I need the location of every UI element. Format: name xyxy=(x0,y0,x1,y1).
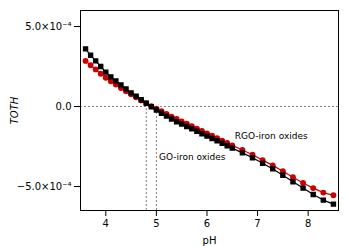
svg-text:8: 8 xyxy=(305,218,311,229)
svg-text:4: 4 xyxy=(103,218,109,229)
svg-text:5.0×10⁻⁴: 5.0×10⁻⁴ xyxy=(25,21,71,32)
svg-text:7: 7 xyxy=(254,218,260,229)
svg-text:GO-iron oxides: GO-iron oxides xyxy=(159,152,226,162)
svg-text:6: 6 xyxy=(204,218,210,229)
svg-text:0.0: 0.0 xyxy=(56,101,72,112)
svg-text:TOTH: TOTH xyxy=(9,96,20,124)
svg-text:−5.0×10⁻⁴: −5.0×10⁻⁴ xyxy=(17,181,72,192)
svg-text:5: 5 xyxy=(153,218,159,229)
svg-text:RGO-iron oxides: RGO-iron oxides xyxy=(235,131,308,141)
svg-text:pH: pH xyxy=(203,235,217,246)
